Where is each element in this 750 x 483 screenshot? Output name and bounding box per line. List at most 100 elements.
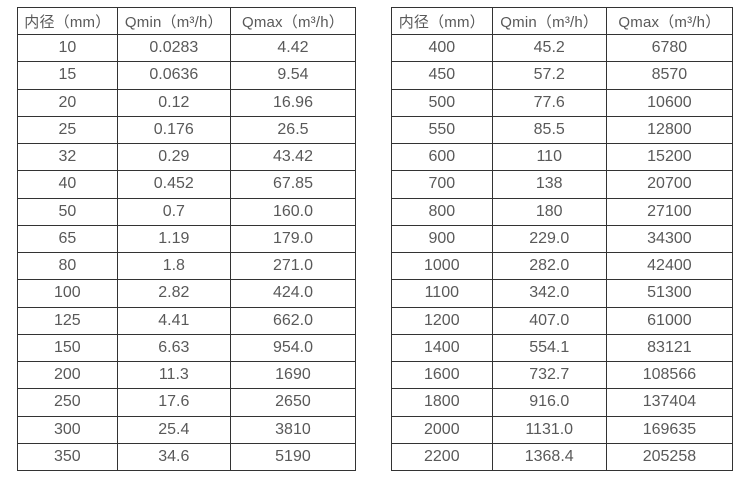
cell-diameter: 350 [17,442,118,472]
cell-qmax: 61000 [605,306,734,335]
cell-qmin: 77.6 [491,88,607,117]
cell-qmax: 27100 [605,197,734,226]
cell-diameter: 25 [17,115,118,145]
table-row: 300 25.4 3810 [17,415,357,444]
cell-qmax: 20700 [605,170,734,199]
cell-qmin: 25.4 [116,415,231,444]
cell-qmin: 45.2 [491,33,607,63]
cell-diameter: 2200 [391,442,493,472]
cell-qmax: 67.85 [229,170,357,199]
table-row: 125 4.41 662.0 [17,306,357,335]
cell-qmax: 83121 [605,333,734,363]
header-diameter: 内径（mm） [391,7,493,35]
table-row: 65 1.19 179.0 [17,224,357,254]
cell-qmax: 271.0 [229,251,357,281]
cell-qmin: 0.0283 [116,33,231,63]
cell-qmin: 17.6 [116,388,231,417]
table-row: 550 85.5 12800 [391,115,734,145]
cell-diameter: 300 [17,415,118,444]
cell-diameter: 500 [391,88,493,117]
cell-qmax: 662.0 [229,306,357,335]
cell-diameter: 450 [391,61,493,90]
cell-diameter: 125 [17,306,118,335]
cell-qmin: 0.29 [116,142,231,172]
table-row: 50 0.7 160.0 [17,197,357,226]
table-row: 1600 732.7 108566 [391,360,734,390]
cell-qmin: 1.19 [116,224,231,254]
cell-qmin: 1.8 [116,251,231,281]
header-qmin: Qmin（m³/h） [491,7,607,35]
table-row: 150 6.63 954.0 [17,333,357,363]
cell-qmax: 5190 [229,442,357,472]
table-row: 10 0.0283 4.42 [17,33,357,63]
cell-diameter: 800 [391,197,493,226]
table-row: 15 0.0636 9.54 [17,61,357,90]
cell-diameter: 400 [391,33,493,63]
table-row: 900 229.0 34300 [391,224,734,254]
cell-qmax: 179.0 [229,224,357,254]
cell-qmin: 282.0 [491,251,607,281]
cell-qmin: 229.0 [491,224,607,254]
cell-diameter: 40 [17,170,118,199]
cell-qmin: 85.5 [491,115,607,145]
cell-diameter: 50 [17,197,118,226]
cell-qmax: 6780 [605,33,734,63]
cell-diameter: 80 [17,251,118,281]
cell-qmax: 108566 [605,360,734,390]
table-row: 400 45.2 6780 [391,33,734,63]
cell-qmin: 407.0 [491,306,607,335]
cell-qmax: 1690 [229,360,357,390]
cell-diameter: 20 [17,88,118,117]
table-row: 250 17.6 2650 [17,388,357,417]
cell-diameter: 150 [17,333,118,363]
cell-diameter: 550 [391,115,493,145]
cell-qmax: 3810 [229,415,357,444]
cell-diameter: 10 [17,33,118,63]
header-diameter: 内径（mm） [17,7,118,35]
cell-diameter: 900 [391,224,493,254]
cell-qmax: 954.0 [229,333,357,363]
cell-diameter: 1100 [391,279,493,308]
header-row: 内径（mm） Qmin（m³/h） Qmax（m³/h） [17,7,357,35]
cell-qmax: 8570 [605,61,734,90]
cell-diameter: 1000 [391,251,493,281]
cell-qmax: 15200 [605,142,734,172]
cell-diameter: 200 [17,360,118,390]
cell-diameter: 100 [17,279,118,308]
cell-qmin: 11.3 [116,360,231,390]
cell-qmax: 9.54 [229,61,357,90]
cell-diameter: 1400 [391,333,493,363]
cell-qmin: 732.7 [491,360,607,390]
cell-qmin: 0.176 [116,115,231,145]
cell-qmax: 42400 [605,251,734,281]
table-row: 600 110 15200 [391,142,734,172]
header-row: 内径（mm） Qmin（m³/h） Qmax（m³/h） [391,7,734,35]
cell-qmin: 554.1 [491,333,607,363]
cell-qmax: 12800 [605,115,734,145]
cell-qmin: 0.0636 [116,61,231,90]
header-qmax: Qmax（m³/h） [229,7,357,35]
cell-qmax: 16.96 [229,88,357,117]
cell-qmax: 424.0 [229,279,357,308]
cell-qmin: 138 [491,170,607,199]
table-row: 350 34.6 5190 [17,442,357,472]
table-row: 32 0.29 43.42 [17,142,357,172]
cell-diameter: 600 [391,142,493,172]
cell-qmin: 34.6 [116,442,231,472]
cell-qmin: 180 [491,197,607,226]
table-row: 20 0.12 16.96 [17,88,357,117]
cell-qmin: 916.0 [491,388,607,417]
cell-diameter: 32 [17,142,118,172]
cell-qmin: 110 [491,142,607,172]
table-row: 450 57.2 8570 [391,61,734,90]
cell-qmax: 4.42 [229,33,357,63]
cell-qmax: 137404 [605,388,734,417]
table-row: 500 77.6 10600 [391,88,734,117]
table-row: 2200 1368.4 205258 [391,442,734,472]
table-row: 200 11.3 1690 [17,360,357,390]
cell-diameter: 1600 [391,360,493,390]
cell-qmin: 1368.4 [491,442,607,472]
cell-qmax: 10600 [605,88,734,117]
cell-qmax: 2650 [229,388,357,417]
cell-qmin: 57.2 [491,61,607,90]
